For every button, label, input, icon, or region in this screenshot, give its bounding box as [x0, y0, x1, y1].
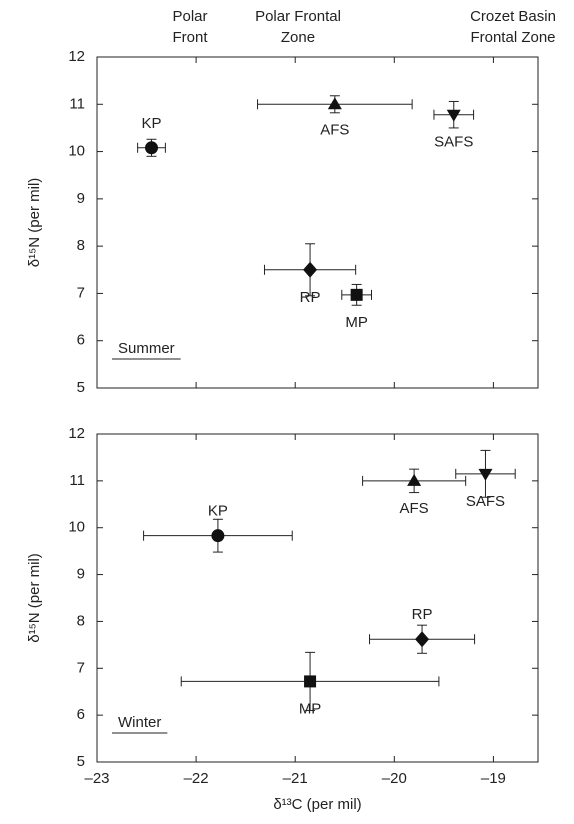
marker [304, 675, 317, 688]
y-tick-label: 11 [69, 472, 85, 489]
panel-label: Summer [118, 340, 175, 357]
y-tick-label: 10 [68, 519, 85, 536]
point-label: AFS [400, 500, 429, 517]
y-tick-label: 7 [77, 284, 85, 301]
y-tick-label: 10 [68, 143, 85, 160]
point-label: AFS [320, 121, 349, 138]
y-tick-label: 7 [77, 659, 85, 676]
point-label: KP [208, 503, 228, 520]
marker [415, 631, 430, 648]
zone-annotation: Front [172, 29, 208, 46]
y-tick-label: 6 [77, 706, 85, 723]
y-tick-label: 8 [77, 612, 85, 629]
plot-frame [96, 433, 539, 763]
x-tick-label: –21 [283, 770, 308, 787]
y-tick-label: 11 [69, 95, 85, 112]
y-tick-label: 8 [77, 237, 85, 254]
y-tick-label: 9 [77, 190, 85, 207]
y-tick-label: 6 [77, 332, 85, 349]
x-tick-label: –19 [481, 770, 506, 787]
point-label: MP [345, 314, 368, 331]
marker [478, 468, 493, 481]
zone-annotation: Polar [172, 8, 207, 25]
y-tick-label: 9 [77, 566, 85, 583]
y-tick-label: 5 [77, 379, 85, 396]
marker [211, 529, 225, 543]
y-tick-label: 12 [68, 48, 85, 65]
marker [303, 261, 318, 278]
y-tick-label: 12 [68, 425, 85, 442]
y-tick-label: 5 [77, 753, 85, 770]
y-axis-label: δ¹⁵N (per mil) [26, 553, 43, 643]
point-label: KP [141, 115, 161, 132]
zone-annotation: Zone [281, 29, 315, 46]
y-axis-label: δ¹⁵N (per mil) [26, 178, 43, 268]
marker [145, 141, 159, 155]
panel-label: Winter [118, 714, 161, 731]
x-tick-label: –23 [84, 770, 109, 787]
point-label: SAFS [434, 134, 473, 151]
point-label: RP [412, 606, 433, 623]
marker [350, 288, 363, 301]
zone-annotation: Polar Frontal [255, 8, 341, 25]
x-tick-label: –22 [184, 770, 209, 787]
marker [407, 473, 422, 486]
marker [327, 97, 342, 110]
zone-annotation: Frontal Zone [470, 29, 555, 46]
x-tick-label: –20 [382, 770, 407, 787]
point-label: SAFS [466, 493, 505, 510]
point-label: RP [300, 289, 321, 306]
x-axis-label: δ¹³C (per mil) [273, 796, 361, 813]
zone-annotation: Crozet Basin [470, 8, 556, 25]
plot-frame [96, 56, 539, 389]
point-label: MP [299, 700, 322, 717]
marker [446, 109, 461, 122]
